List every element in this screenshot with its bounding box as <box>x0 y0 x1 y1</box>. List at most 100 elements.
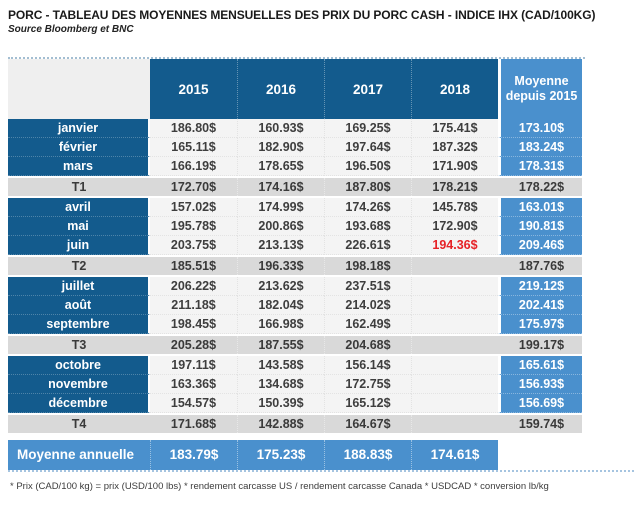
table-row-avril: avril 157.02$ 174.99$ 174.26$ 145.78$ 163.01$ <box>8 198 585 217</box>
price-cell <box>411 415 498 433</box>
source-caption: Source Bloomberg et BNC <box>8 24 134 35</box>
price-cell <box>411 336 498 354</box>
row-label: septembre <box>8 315 150 334</box>
price-cell: 178.65$ <box>237 157 324 176</box>
average-cell: 187.76$ <box>498 257 582 275</box>
price-cell: 196.50$ <box>324 157 411 176</box>
average-cell: 156.69$ <box>498 394 582 413</box>
average-cell: 199.17$ <box>498 336 582 354</box>
price-cell: 187.32$ <box>411 138 498 157</box>
price-cell: 172.75$ <box>324 375 411 394</box>
price-cell: 174.16$ <box>237 178 324 196</box>
price-cell <box>411 356 498 375</box>
table-row-janvier: janvier 186.80$ 160.93$ 169.25$ 175.41$ 173.1… <box>8 119 585 138</box>
price-cell: 169.25$ <box>324 119 411 138</box>
average-cell: 190.81$ <box>498 217 582 236</box>
price-cell: 163.36$ <box>150 375 237 394</box>
price-cell: 203.75$ <box>150 236 237 255</box>
average-cell: 178.22$ <box>498 178 582 196</box>
price-cell: 174.26$ <box>324 198 411 217</box>
average-cell <box>498 440 582 470</box>
row-label: avril <box>8 198 150 217</box>
price-cell: 182.90$ <box>237 138 324 157</box>
table-row-juillet: juillet 206.22$ 213.62$ 237.51$ 219.12$ <box>8 277 585 296</box>
row-label: décembre <box>8 394 150 413</box>
price-cell: 200.86$ <box>237 217 324 236</box>
price-cell: 198.45$ <box>150 315 237 334</box>
table-row-t4: T4 171.68$ 142.88$ 164.67$ 159.74$ <box>8 415 585 433</box>
price-cell: 154.57$ <box>150 394 237 413</box>
price-cell: 172.70$ <box>150 178 237 196</box>
table-row-t3: T3 205.28$ 187.55$ 204.68$ 199.17$ <box>8 336 585 354</box>
average-cell: 163.01$ <box>498 198 582 217</box>
price-cell <box>411 277 498 296</box>
price-cell: 206.22$ <box>150 277 237 296</box>
price-cell: 165.12$ <box>324 394 411 413</box>
price-table: 2015 2016 2017 2018 Moyenne depuis 2015 … <box>8 57 585 470</box>
price-cell: 175.23$ <box>237 440 324 470</box>
price-cell: 174.99$ <box>237 198 324 217</box>
price-cell: 143.58$ <box>237 356 324 375</box>
average-cell: 156.93$ <box>498 375 582 394</box>
price-cell: 197.11$ <box>150 356 237 375</box>
price-cell: 211.18$ <box>150 296 237 315</box>
footnote-text: * Prix (CAD/100 kg) = prix (USD/100 lbs)… <box>10 481 549 492</box>
table-row-octobre: octobre 197.11$ 143.58$ 156.14$ 165.61$ <box>8 356 585 375</box>
price-cell: 178.21$ <box>411 178 498 196</box>
row-label: janvier <box>8 119 150 138</box>
table-body: janvier 186.80$ 160.93$ 169.25$ 175.41$ 173.1… <box>8 119 585 470</box>
page-title: PORC - TABLEAU DES MOYENNES MENSUELLES D… <box>8 8 596 22</box>
price-cell: 182.04$ <box>237 296 324 315</box>
row-label: T3 <box>8 336 150 354</box>
row-label: juillet <box>8 277 150 296</box>
price-cell: 204.68$ <box>324 336 411 354</box>
price-cell: 213.13$ <box>237 236 324 255</box>
price-cell: 195.78$ <box>150 217 237 236</box>
price-cell: 174.61$ <box>411 440 498 470</box>
price-cell: 134.68$ <box>237 375 324 394</box>
price-cell <box>411 394 498 413</box>
row-label: juin <box>8 236 150 255</box>
average-cell: 165.61$ <box>498 356 582 375</box>
row-label: mai <box>8 217 150 236</box>
price-cell: 156.14$ <box>324 356 411 375</box>
table-header-row: 2015 2016 2017 2018 Moyenne depuis 2015 <box>8 57 585 119</box>
footnote-block: * Prix (CAD/100 kg) = prix (USD/100 lbs)… <box>8 470 634 492</box>
table-row-juin: juin 203.75$ 213.13$ 226.61$ 194.36$ 209.46$ <box>8 236 585 255</box>
table-row-décembre: décembre 154.57$ 150.39$ 165.12$ 156.69$ <box>8 394 585 413</box>
column-header-2018: 2018 <box>411 59 498 119</box>
price-cell: 164.67$ <box>324 415 411 433</box>
price-cell: 193.68$ <box>324 217 411 236</box>
row-label: octobre <box>8 356 150 375</box>
row-label: T1 <box>8 178 150 196</box>
column-header-average: Moyenne depuis 2015 <box>498 59 582 119</box>
price-cell: 185.51$ <box>150 257 237 275</box>
price-cell: 196.33$ <box>237 257 324 275</box>
price-cell <box>411 375 498 394</box>
average-cell: 159.74$ <box>498 415 582 433</box>
price-cell: 186.80$ <box>150 119 237 138</box>
row-label: novembre <box>8 375 150 394</box>
price-cell: 183.79$ <box>150 440 237 470</box>
column-header-2016: 2016 <box>237 59 324 119</box>
table-row-septembre: septembre 198.45$ 166.98$ 162.49$ 175.97$ <box>8 315 585 334</box>
price-cell: 166.19$ <box>150 157 237 176</box>
price-cell: 187.80$ <box>324 178 411 196</box>
price-cell <box>411 257 498 275</box>
row-label: août <box>8 296 150 315</box>
price-cell: 171.68$ <box>150 415 237 433</box>
price-cell <box>411 315 498 334</box>
average-cell: 175.97$ <box>498 315 582 334</box>
price-cell: 166.98$ <box>237 315 324 334</box>
price-cell: 162.49$ <box>324 315 411 334</box>
price-cell: 187.55$ <box>237 336 324 354</box>
row-label: mars <box>8 157 150 176</box>
table-row-février: février 165.11$ 182.90$ 197.64$ 187.32$ 183.2… <box>8 138 585 157</box>
table-row-novembre: novembre 163.36$ 134.68$ 172.75$ 156.93$ <box>8 375 585 394</box>
price-cell: 205.28$ <box>150 336 237 354</box>
price-cell: 237.51$ <box>324 277 411 296</box>
price-cell: 142.88$ <box>237 415 324 433</box>
column-header-2015: 2015 <box>150 59 237 119</box>
price-cell: 172.90$ <box>411 217 498 236</box>
row-label: février <box>8 138 150 157</box>
